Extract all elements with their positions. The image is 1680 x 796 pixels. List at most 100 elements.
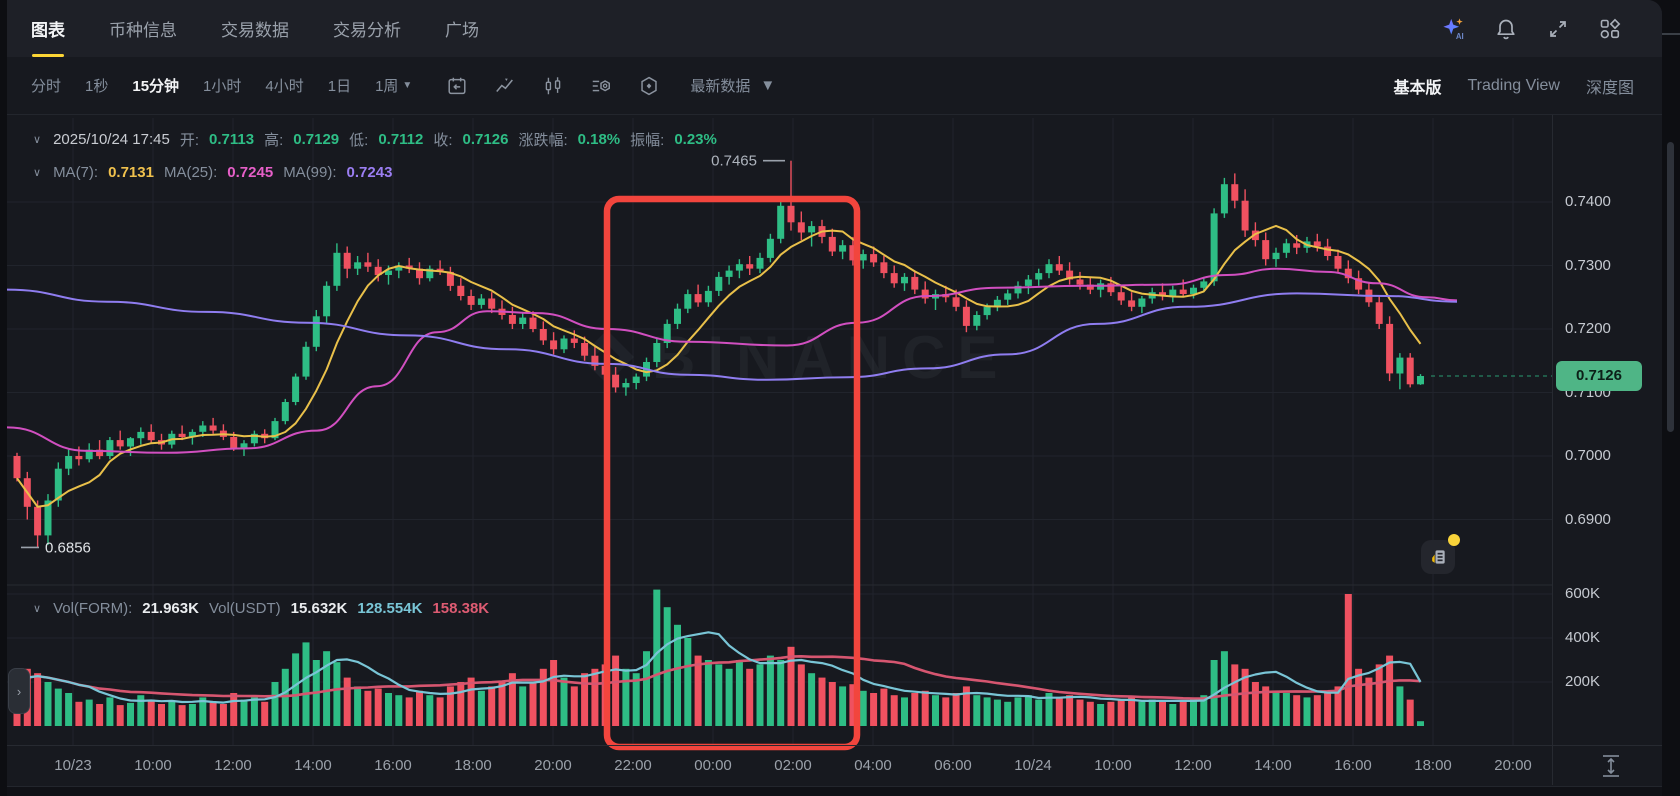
gutter-divider — [1662, 33, 1680, 35]
legend-label: MA(99): — [283, 164, 337, 181]
time-axis-label: 10/24 — [1014, 757, 1052, 774]
collapse-panel-handle[interactable]: › — [8, 668, 30, 714]
nav-tab-广场[interactable]: 广场 — [445, 21, 479, 40]
interval-selector: 分时 1秒 15分钟 1小时 4小时 1日 1周 — [31, 75, 398, 96]
interval-1周[interactable]: 1周 — [375, 78, 399, 95]
notifications-bell-icon[interactable] — [1494, 17, 1518, 41]
time-axis-label: 18:00 — [1414, 757, 1452, 774]
time-axis-label: 02:00 — [774, 757, 812, 774]
interval-分时[interactable]: 分时 — [31, 78, 62, 95]
interval-15分钟[interactable]: 15分钟 — [132, 78, 180, 95]
volume-axis-label: 200K — [1565, 673, 1601, 690]
nav-tabs: 图表 币种信息 交易数据 交易分析 广场 — [31, 0, 479, 57]
svg-text:BINANCE: BINANCE — [652, 324, 1009, 391]
panel-bottom-edge — [7, 786, 1662, 796]
legend-value: 0.18% — [577, 131, 621, 148]
price-axis[interactable]: 0.7126 0.7400 0.7300 0.7200 0.7100 0.7000 0.6… — [1552, 115, 1662, 745]
volume-axis-label: 600K — [1565, 585, 1601, 602]
time-axis-label: 06:00 — [934, 757, 972, 774]
indicators-icon[interactable] — [590, 75, 612, 97]
ai-assistant-icon[interactable]: AI — [1442, 17, 1466, 41]
news-feed-icon — [1432, 550, 1445, 564]
axis-corner — [1552, 745, 1662, 785]
ohlc-legend: ∨ 2025/10/24 17:45 开: 0.7113 高: 0.7129 低: 0.711… — [33, 129, 717, 150]
price-axis-label: 0.7300 — [1565, 256, 1611, 274]
more-intervals-caret[interactable]: ▼ — [402, 80, 413, 91]
time-axis-label: 10:00 — [134, 757, 172, 774]
collapse-caret-icon[interactable]: ∨ — [33, 167, 42, 179]
history-calendar-icon[interactable] — [446, 75, 468, 97]
fit-scale-icon[interactable] — [1599, 753, 1623, 779]
time-axis-label: 00:00 — [694, 757, 732, 774]
legend-value: 158.38K — [432, 600, 490, 617]
toolbar-icons — [446, 75, 660, 97]
legend-label: 收: — [433, 132, 453, 149]
candlestick-icon[interactable] — [542, 75, 564, 97]
interval-4小时[interactable]: 4小时 — [265, 78, 304, 95]
nav-tab-图表[interactable]: 图表 — [31, 0, 65, 57]
legend-value: 0.7243 — [346, 164, 393, 181]
legend-value: 0.7131 — [108, 164, 154, 181]
notification-dot — [1448, 534, 1460, 546]
svg-text:0.7465: 0.7465 — [711, 153, 757, 170]
chart-view-switcher: 基本版 Trading View 深度图 — [1393, 74, 1634, 98]
chart-type-icon[interactable] — [494, 75, 516, 97]
legend-label: MA(7): — [53, 164, 99, 181]
legend-label: 开: — [179, 132, 200, 149]
chart-area: BINANCE 0.7465 0.6856 ∨ 2025/10/24 17:45 开… — [7, 115, 1662, 796]
chevron-right-icon: › — [16, 683, 22, 699]
settings-hexagon-icon[interactable] — [638, 75, 660, 97]
legend-label: Vol(FORM): — [53, 600, 133, 617]
view-基本版[interactable]: 基本版 — [1393, 79, 1442, 97]
price-axis-label: 0.7400 — [1565, 193, 1611, 210]
time-axis-label: 12:00 — [214, 757, 252, 774]
latest-data-label: 最新数据 — [690, 78, 751, 95]
svg-text:0.6856: 0.6856 — [45, 539, 91, 556]
svg-text:AI: AI — [1456, 32, 1464, 41]
scrollbar-thumb[interactable] — [1667, 142, 1674, 432]
right-gutter — [1662, 0, 1680, 796]
collapse-caret-icon[interactable]: ∨ — [33, 603, 42, 615]
time-axis-label: 04:00 — [854, 757, 892, 774]
nav-icons: AI — [1442, 0, 1622, 57]
fullscreen-expand-icon[interactable] — [1546, 17, 1570, 41]
latest-data-dropdown[interactable]: 最新数据 ▼ — [690, 75, 775, 96]
time-axis-label: 16:00 — [374, 757, 412, 774]
legend-label: 低: — [349, 132, 369, 149]
collapse-caret-icon[interactable]: ∨ — [33, 134, 42, 146]
legend-value: 21.963K — [142, 600, 199, 617]
legend-label: Vol(USDT) — [208, 600, 281, 617]
view-Trading View[interactable]: Trading View — [1467, 76, 1560, 94]
legend-value: 0.7245 — [227, 164, 274, 181]
time-axis-label: 10/23 — [54, 757, 92, 774]
volume-legend: ∨ Vol(FORM): 21.963K Vol(USDT) 15.632K 128.55… — [33, 600, 489, 617]
news-widget-button[interactable] — [1421, 534, 1460, 574]
interval-1小时[interactable]: 1小时 — [203, 78, 242, 95]
price-axis-label: 0.7000 — [1565, 447, 1611, 464]
nav-tab-交易数据[interactable]: 交易数据 — [221, 21, 289, 40]
time-axis-label: 12:00 — [1174, 757, 1212, 774]
interval-1日[interactable]: 1日 — [327, 78, 352, 95]
legend-value: 128.554K — [357, 600, 423, 617]
legend-label: 高: — [264, 132, 284, 149]
time-axis[interactable]: 10/23 10:00 12:00 14:00 16:00 18:00 20:00 22:00… — [7, 745, 1552, 785]
legend-value: 0.7112 — [378, 131, 424, 148]
chart-canvas[interactable] — [7, 115, 1552, 745]
time-axis-label: 14:00 — [294, 757, 332, 774]
view-深度图[interactable]: 深度图 — [1585, 79, 1634, 97]
time-axis-label: 20:00 — [534, 757, 572, 774]
time-axis-label: 16:00 — [1334, 757, 1372, 774]
apps-grid-icon[interactable] — [1598, 17, 1622, 41]
nav-tab-交易分析[interactable]: 交易分析 — [333, 21, 401, 40]
chart-toolbar: 分时 1秒 15分钟 1小时 4小时 1日 1周 ▼ — [7, 57, 1662, 115]
interval-1秒[interactable]: 1秒 — [85, 78, 109, 95]
volume-axis-label: 400K — [1565, 629, 1601, 646]
time-axis-label: 18:00 — [454, 757, 492, 774]
time-axis-label: 22:00 — [614, 757, 652, 774]
top-navigation: 图表 币种信息 交易数据 交易分析 广场 AI — [7, 0, 1662, 57]
price-axis-label: 0.6900 — [1565, 510, 1611, 528]
ma-legend: ∨ MA(7): 0.7131 MA(25): 0.7245 MA(99): 0.7243 — [33, 164, 392, 181]
nav-tab-币种信息[interactable]: 币种信息 — [109, 21, 177, 40]
legend-label: 涨跌幅: — [518, 132, 568, 149]
candle-timestamp: 2025/10/24 17:45 — [53, 131, 170, 148]
